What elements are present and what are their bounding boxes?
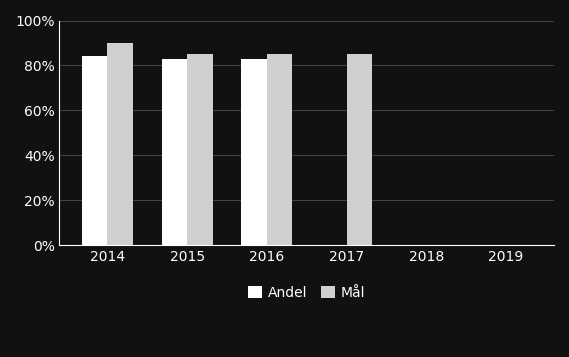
Bar bbox=[347, 54, 372, 245]
Legend: Andel, Mål: Andel, Mål bbox=[243, 280, 370, 306]
Bar bbox=[162, 59, 187, 245]
Bar bbox=[82, 56, 108, 245]
Bar bbox=[108, 43, 133, 245]
Bar bbox=[187, 54, 213, 245]
Bar bbox=[267, 54, 292, 245]
Bar bbox=[241, 59, 267, 245]
